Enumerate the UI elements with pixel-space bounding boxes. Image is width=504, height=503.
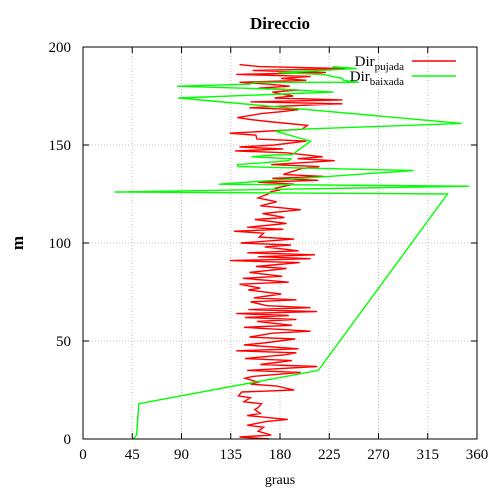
x-tick-label: 135 [220, 447, 243, 463]
x-tick-label: 45 [125, 447, 140, 463]
x-tick-labels: 0 45 90 135 180 225 270 315 360 [79, 447, 488, 463]
chart-title: Direccio [250, 14, 310, 33]
legend-label-pujada-main: Dir [355, 54, 375, 70]
legend-label-baixada-sub: baixada [370, 76, 404, 88]
x-tick-label: 360 [466, 447, 489, 463]
gridlines [83, 47, 477, 439]
legend: Dirpujada Dirbaixada [350, 54, 456, 88]
x-tick-label: 225 [318, 447, 341, 463]
x-axis-label: graus [265, 473, 295, 488]
x-tick-label: 270 [367, 447, 390, 463]
x-tick-label: 90 [174, 447, 189, 463]
y-tick-label: 0 [64, 432, 72, 448]
y-tick-label: 200 [49, 40, 72, 56]
y-tick-label: 100 [49, 236, 72, 252]
y-tick-label: 50 [56, 334, 71, 350]
x-tick-label: 315 [417, 447, 440, 463]
x-tick-label: 0 [79, 447, 87, 463]
y-tick-label: 150 [49, 138, 72, 154]
axis-ticks [82, 46, 478, 440]
series-line-pujada [229, 63, 346, 440]
legend-label-baixada: Dirbaixada [350, 69, 404, 88]
series-group [114, 63, 470, 440]
x-tick-label: 180 [269, 447, 292, 463]
legend-label-baixada-main: Dir [350, 69, 370, 85]
y-tick-labels: 0 50 100 150 200 [49, 40, 72, 448]
legend-label-pujada-sub: pujada [375, 61, 404, 73]
y-axis-label: m [8, 236, 27, 250]
legend-label-pujada: Dirpujada [355, 54, 404, 73]
series-line-baixada [114, 65, 470, 440]
